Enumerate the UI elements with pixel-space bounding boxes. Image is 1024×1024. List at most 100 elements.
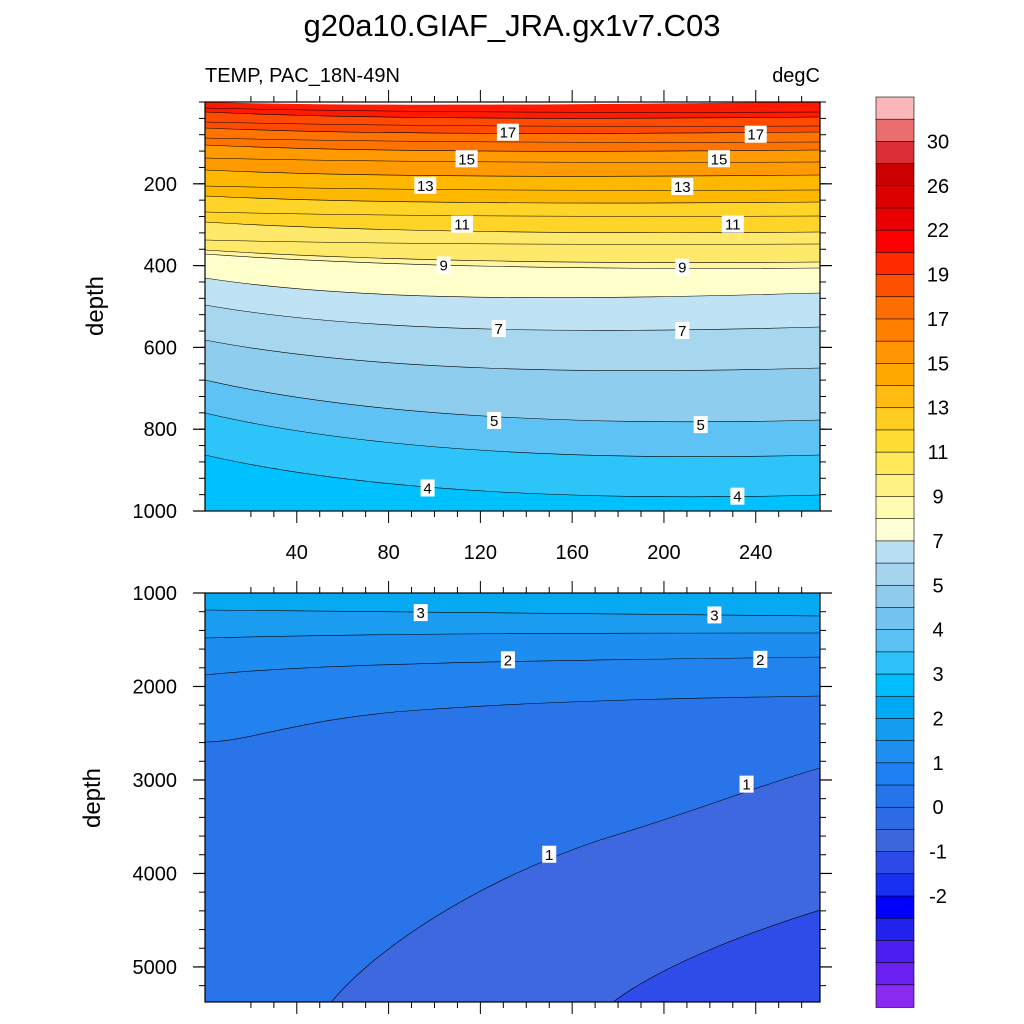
lower-contour-band (331, 768, 820, 1002)
lower-contour-line (205, 656, 820, 676)
colorbar-swatch (875, 829, 915, 853)
upper-contour-line (205, 249, 820, 263)
y-tick-label: 400 (144, 256, 177, 278)
colorbar-swatch (875, 651, 915, 675)
y-tick-label: 200 (144, 174, 177, 196)
lower-contour-band (613, 910, 820, 1002)
colorbar-swatch (875, 740, 915, 764)
contour-label: 5 (696, 417, 704, 434)
contour-label: 15 (458, 151, 475, 168)
colorbar-swatch (875, 940, 915, 964)
colorbar-label: -1 (929, 842, 947, 864)
contour-label: 11 (454, 217, 470, 234)
lower-contour-line (612, 909, 820, 1002)
colorbar-swatch (875, 562, 915, 587)
colorbar-label: 22 (927, 220, 949, 242)
contour-label-box (500, 651, 515, 669)
x-tick-label: 40 (286, 542, 308, 564)
plot-frame (204, 101, 821, 512)
colorbar-label: 17 (927, 309, 949, 331)
contour-label-box (744, 125, 767, 143)
upper-contour-line (205, 137, 820, 143)
contour-label-box (721, 215, 744, 233)
colorbar-label: 0 (932, 797, 943, 819)
upper-contour-line (205, 239, 820, 245)
lower-contour-line (205, 632, 820, 639)
contour-label-box (542, 845, 557, 863)
upper-contour-line (205, 127, 820, 134)
contour-label: 17 (747, 127, 764, 144)
y-tick-label: 1000 (133, 501, 178, 523)
upper-contour-line (205, 454, 820, 498)
colorbar-swatch (875, 607, 915, 631)
colorbar-swatch (875, 118, 915, 143)
upper-contour-line (205, 277, 820, 298)
colorbar-swatch (875, 429, 915, 453)
colorbar-label: 30 (927, 131, 949, 153)
colorbar-swatch (875, 363, 915, 387)
y-tick-label: 800 (144, 419, 177, 441)
contour-label: 2 (756, 652, 764, 669)
y-tick-label: 5000 (133, 957, 178, 979)
contour-label: 11 (725, 217, 741, 234)
colorbar: 30 26 22 19 17 15 13 11 9 7 5 4 3 2 1 0 -1 -2 (875, 96, 949, 1008)
upper-contour-line (205, 111, 820, 119)
contour-label: 4 (423, 481, 431, 498)
colorbar-swatch (875, 629, 915, 653)
contour-label: 13 (417, 178, 434, 195)
colorbar-swatch (875, 540, 915, 564)
contour-label-box (487, 412, 502, 430)
contour-label: 9 (439, 258, 447, 275)
contour-label-box (413, 604, 428, 622)
y-tick-label: 2000 (133, 676, 178, 698)
x-tick-label: 120 (464, 542, 497, 564)
contour-label-box (753, 650, 768, 668)
contour-label: 5 (490, 413, 498, 430)
colorbar-swatch (875, 496, 915, 520)
contour-label-box (675, 258, 690, 276)
colorbar-label: -2 (929, 886, 947, 908)
chart-title: g20a10.GIAF_JRA.gx1v7.C03 (303, 8, 720, 43)
colorbar-swatch (875, 229, 915, 254)
contour-label: 3 (417, 605, 425, 622)
x-tick-label: 160 (555, 542, 588, 564)
contour-label-box (436, 256, 451, 274)
contour-label: 1 (545, 847, 553, 864)
upper-contour-line (205, 107, 820, 113)
contour-label-box (675, 322, 690, 340)
upper-panel-contour-fill: 17 17 15 15 13 13 11 11 9 9 7 7 5 5 4 4 (205, 102, 820, 511)
colorbar-swatch (875, 584, 915, 609)
upper-panel-axes: 200 400 600 800 1000 40 80 120 160 200 240 (133, 90, 832, 564)
colorbar-swatch (875, 784, 915, 809)
colorbar-swatch (875, 163, 915, 187)
y-tick-label: 600 (144, 337, 177, 359)
plot-frame (204, 592, 821, 1003)
colorbar-swatch (875, 252, 915, 276)
colorbar-swatch (875, 141, 915, 165)
contour-label-box (739, 775, 754, 793)
colorbar-label: 26 (927, 176, 949, 198)
upper-contour-line (205, 121, 820, 127)
upper-contour-line (205, 412, 820, 457)
colorbar-swatch (875, 451, 915, 476)
colorbar-swatch (875, 873, 915, 897)
contour-label: 3 (710, 607, 718, 624)
colorbar-swatch (875, 851, 915, 875)
lower-panel-contour-fill: 3 3 2 2 1 1 (205, 593, 820, 1002)
colorbar-label: 3 (932, 664, 943, 686)
contour-label: 1 (742, 777, 750, 794)
colorbar-swatch (875, 695, 915, 720)
upper-contour-line (205, 169, 820, 177)
contour-label-box (455, 150, 478, 168)
colorbar-swatch (875, 474, 915, 498)
colorbar-swatch (875, 518, 915, 542)
contour-label-box (491, 319, 506, 337)
y-tick-label: 1000 (133, 583, 178, 605)
contour-label-box (730, 487, 745, 505)
contour-label-box (496, 123, 519, 141)
contour-label-box (671, 178, 694, 196)
upper-contour-line (205, 195, 820, 204)
colorbar-label: 9 (932, 487, 943, 509)
y-tick-label: 4000 (133, 863, 178, 885)
